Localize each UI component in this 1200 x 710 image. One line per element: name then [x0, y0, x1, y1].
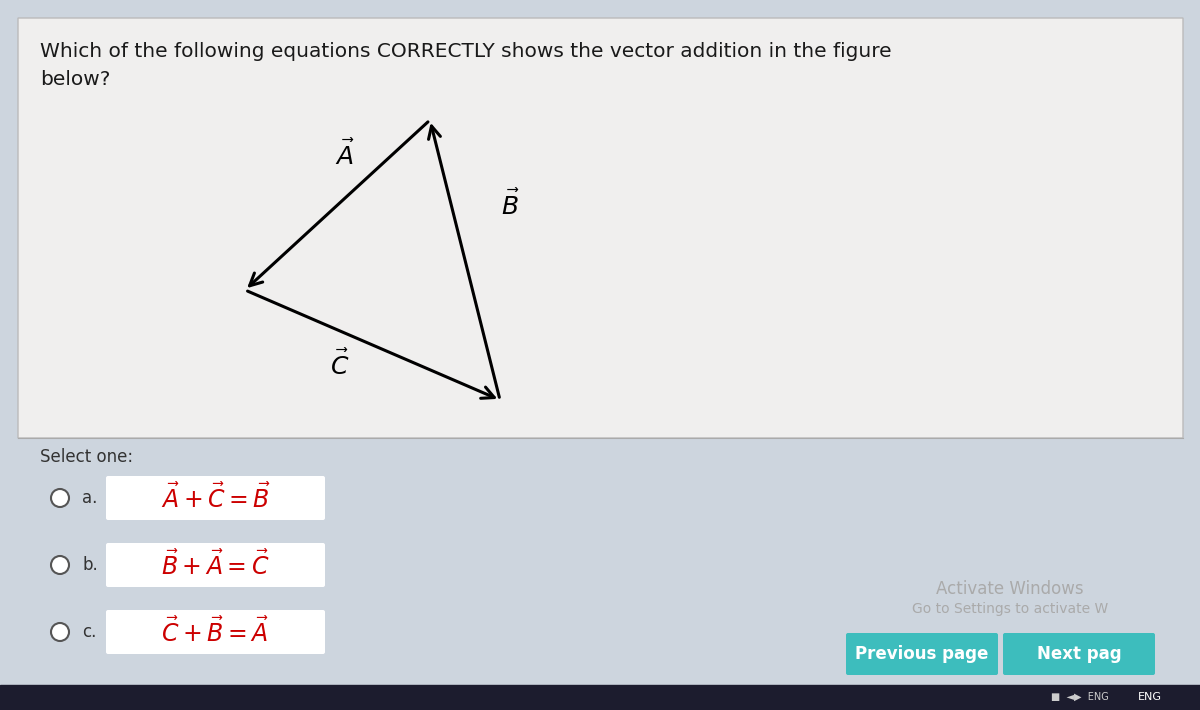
Text: below?: below?	[40, 70, 110, 89]
Text: ENG: ENG	[1138, 692, 1162, 702]
FancyBboxPatch shape	[106, 610, 325, 654]
Bar	[0, 685, 1200, 710]
FancyBboxPatch shape	[1003, 633, 1154, 675]
FancyBboxPatch shape	[106, 543, 325, 587]
Text: $\vec{B}$: $\vec{B}$	[500, 190, 520, 220]
Text: a.: a.	[82, 489, 97, 507]
Text: $\vec{B} + \vec{A} = \vec{C}$: $\vec{B} + \vec{A} = \vec{C}$	[161, 550, 270, 580]
Text: Next pag: Next pag	[1037, 645, 1121, 663]
Text: c.: c.	[82, 623, 96, 641]
Text: Activate Windows: Activate Windows	[936, 580, 1084, 598]
Text: Previous page: Previous page	[856, 645, 989, 663]
Text: b.: b.	[82, 556, 97, 574]
Circle shape	[50, 489, 70, 507]
FancyBboxPatch shape	[106, 476, 325, 520]
Text: Go to Settings to activate W: Go to Settings to activate W	[912, 602, 1108, 616]
Text: Which of the following equations CORRECTLY shows the vector addition in the figu: Which of the following equations CORRECT…	[40, 42, 892, 61]
Circle shape	[50, 623, 70, 641]
Text: $\vec{C} + \vec{B} = \vec{A}$: $\vec{C} + \vec{B} = \vec{A}$	[161, 617, 270, 647]
FancyBboxPatch shape	[18, 18, 1183, 438]
Text: ■  ◄▶  ENG: ■ ◄▶ ENG	[1051, 692, 1109, 702]
Text: Select one:: Select one:	[40, 448, 133, 466]
Circle shape	[50, 556, 70, 574]
FancyBboxPatch shape	[846, 633, 998, 675]
Text: $\vec{A} + \vec{C} = \vec{B}$: $\vec{A} + \vec{C} = \vec{B}$	[161, 483, 270, 513]
Text: $\vec{A}$: $\vec{A}$	[335, 140, 355, 170]
Text: $\vec{C}$: $\vec{C}$	[330, 350, 349, 380]
